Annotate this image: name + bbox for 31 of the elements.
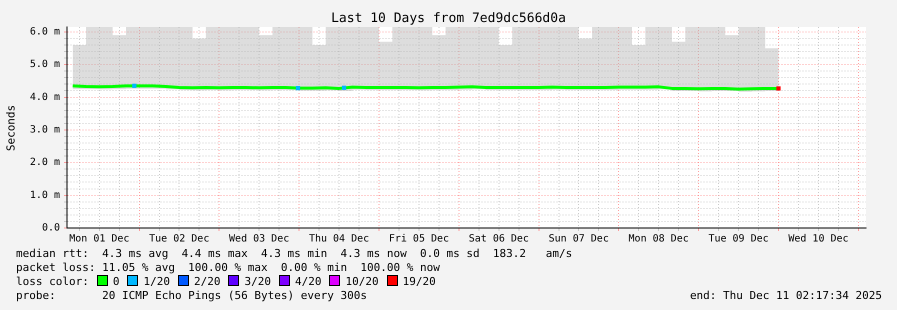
y-tick-label: 1.0 m bbox=[30, 190, 60, 201]
legend-label: 19/20 bbox=[402, 275, 436, 288]
x-tick-label: Tue 02 Dec bbox=[149, 234, 210, 245]
x-tick-label: Sat 06 Dec bbox=[468, 234, 529, 245]
legend-label: 2/20 bbox=[194, 275, 220, 288]
text: packet loss: 11.05 % avg 100.00 % max 0.00 % min 100.00 % now bbox=[16, 261, 441, 275]
chart-title: Last 10 Days from 7ed9dc566d0a bbox=[330, 11, 567, 26]
legend-label: 1/20 bbox=[143, 275, 170, 288]
text: end: Thu Dec 11 02:17:34 2025 bbox=[690, 289, 882, 303]
legend-label: 4/20 bbox=[294, 275, 322, 288]
x-tick-label: Thu 04 Dec bbox=[308, 234, 370, 245]
legend-label: 0 bbox=[112, 275, 120, 288]
y-tick-label: 4.0 m bbox=[30, 92, 60, 103]
y-tick-label: 2.0 m bbox=[30, 157, 60, 168]
y-axis-title: Seconds bbox=[4, 104, 18, 152]
x-tick-label: Tue 09 Dec bbox=[708, 234, 769, 245]
y-tick-label: 6.0 m bbox=[30, 26, 60, 38]
x-tick-label: Mon 01 Dec bbox=[69, 234, 130, 245]
x-tick-label: Wed 03 Dec bbox=[229, 234, 290, 245]
y-tick-label: 0.0 bbox=[42, 222, 60, 234]
text: median rtt: 4.3 ms avg 4.4 ms max 4.3 ms min 4.3 ms now 0.0 ms sd 183.2 am/s bbox=[16, 247, 574, 261]
x-tick-label: Sun 07 Dec bbox=[548, 234, 609, 245]
text: probe: 20 ICMP Echo Pings (56 Bytes) every 300s bbox=[16, 289, 367, 302]
y-tick-label: 3.0 m bbox=[30, 124, 60, 136]
legend-title: loss color: bbox=[16, 275, 89, 288]
legend-label: 3/20 bbox=[244, 275, 271, 288]
x-tick-label: Wed 10 Dec bbox=[788, 234, 849, 245]
x-tick-label: Fri 05 Dec bbox=[388, 234, 450, 245]
legend-label: 10/20 bbox=[345, 275, 379, 288]
x-tick-label: Mon 08 Dec bbox=[628, 234, 689, 245]
y-tick-label: 5.0 m bbox=[30, 59, 60, 70]
